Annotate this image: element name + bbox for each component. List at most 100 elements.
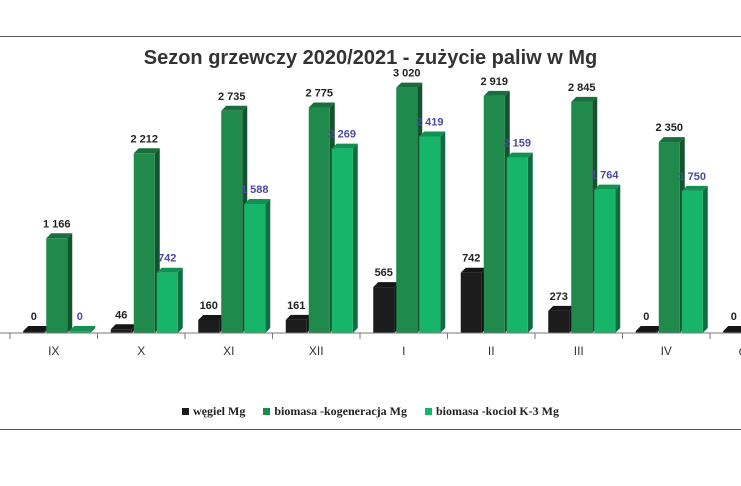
bar-front [285,319,307,333]
data-label: 1 166 [43,218,71,230]
bar-front [244,203,266,333]
bar-top [23,326,50,331]
bar-top [460,267,487,273]
bar-front [373,287,395,333]
bar-front [681,190,703,333]
bar-top [506,152,533,158]
bar [221,105,248,333]
data-label: 2 845 [568,82,596,94]
bar-front [419,136,441,333]
bar [460,267,487,333]
bar-front [46,238,68,333]
bar [285,314,312,333]
bar-top [244,198,271,204]
legend-item-boiler: biomasa -kocioł K-3 Mg [424,404,559,419]
data-label: 742 [462,253,480,265]
bar-top [681,185,708,191]
bar [635,326,662,333]
top-rule [0,36,741,37]
data-label: 1 750 [678,171,706,183]
legend-swatch-boiler [424,408,432,415]
bar-front [198,320,220,333]
bar [658,137,685,333]
x-tick-label: do 10 [739,344,741,358]
bar [419,131,446,333]
data-label: 0 [731,311,737,323]
bar-front [156,272,178,333]
data-label: 1 764 [591,170,619,182]
bar [156,267,183,333]
bar-side [527,152,533,333]
bar-front [331,148,353,333]
bar-front [110,329,132,333]
bar-top [723,326,741,331]
bar [483,90,510,333]
bar-front [635,331,657,333]
bar-top [635,326,662,331]
bar-top [331,143,358,149]
x-tick-label: I [402,344,405,358]
data-label: 161 [287,300,305,312]
bar-side [265,198,271,333]
data-label: 2 919 [480,76,508,88]
data-label: 46 [115,309,127,321]
bar [69,326,96,333]
bar-front [221,110,243,333]
bar [681,185,708,333]
bottom-rule [0,429,741,430]
x-tick-label: IX [48,344,59,358]
bar-side [177,267,183,333]
data-label: 2 775 [305,88,333,100]
legend-label-coal: węgiel Mg [193,404,246,418]
bar-top [594,184,621,190]
bar [571,96,598,333]
data-label: 1 588 [241,184,269,196]
bar [46,233,73,333]
x-axis: IXXXIXIIIIIIIIIVdo 10maja2021 [0,332,741,392]
chart-title: Sezon grzewczy 2020/2021 - zużycie paliw… [143,47,598,69]
bar-front [396,87,418,333]
bar-top [419,131,446,137]
legend-item-coal: węgiel Mg [182,404,245,419]
data-label: 2 735 [218,91,246,103]
x-tick-label: XI [223,344,234,358]
bar-top [285,314,312,320]
bar-top [110,324,137,330]
bar-side [352,143,358,333]
x-tick-label: IV [661,344,672,358]
bar-side [440,131,446,333]
bar-top [46,233,73,239]
x-tick-label: II [488,344,495,358]
bar [23,326,50,333]
legend-swatch-cogeneration [263,408,271,415]
bar-front [506,157,528,333]
legend-swatch-coal [182,408,190,415]
data-label: 2 419 [416,116,444,128]
bar-front [548,310,570,333]
legend: węgiel Mg biomasa -kogeneracja Mg biomas… [0,404,741,419]
data-label: 0 [77,311,83,323]
x-tick-label: X [137,344,145,358]
data-label: 0 [31,311,37,323]
bar-side [90,326,96,333]
bars-layer [23,82,741,333]
bar-front [483,95,505,333]
data-label: 273 [550,291,568,303]
data-label: 2 159 [503,138,531,150]
data-label: 0 [643,311,649,323]
x-tick-label: XII [309,344,324,358]
bar-side [67,233,73,333]
bar-side [615,184,621,333]
bar-top [308,102,335,108]
data-labels-layer: 0 1 166 0 46 2 212 742 160 2 735 1 588 161 2 775 2 … [31,68,737,323]
bar-front [69,331,91,333]
bar-front [23,331,45,333]
bar [198,315,225,333]
bar-top [198,315,225,320]
bar-front [133,153,155,333]
bar [548,305,575,333]
bar [506,152,533,333]
bar-side [702,185,708,333]
data-label: 742 [158,253,176,265]
